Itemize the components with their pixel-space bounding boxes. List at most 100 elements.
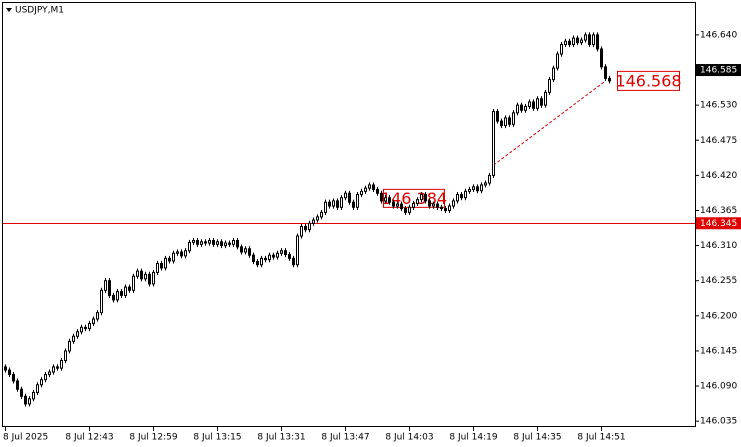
candle-body — [552, 67, 555, 81]
candle-body — [496, 111, 499, 122]
candle-body — [184, 250, 187, 257]
y-tick-label: 146.640 — [700, 30, 737, 40]
candle-body — [188, 241, 191, 252]
candle-body — [320, 211, 323, 218]
candle-body — [196, 239, 199, 245]
candle-body — [408, 206, 411, 213]
candle-body — [280, 250, 283, 254]
candle-body — [480, 184, 483, 192]
candle-body — [432, 203, 435, 207]
candle-body — [540, 98, 543, 106]
candle-body — [436, 203, 439, 208]
plot-frame — [2, 2, 696, 427]
candle-body — [356, 194, 359, 208]
candle-body — [24, 395, 27, 405]
candle-body — [396, 203, 399, 207]
y-tick-label: 146.420 — [700, 171, 737, 181]
candle-body — [160, 262, 163, 269]
candle-body — [508, 117, 511, 125]
candle-body — [324, 201, 327, 213]
candle-body — [192, 239, 195, 243]
candle-body — [104, 280, 107, 291]
candle-body — [504, 117, 507, 127]
candle-body — [376, 188, 379, 194]
x-tick-label: 8 Jul 14:19 — [449, 433, 498, 443]
candle-body — [532, 101, 535, 109]
candle-body — [220, 241, 223, 247]
candle-body — [72, 335, 75, 342]
y-tick-label: 146.090 — [700, 382, 737, 392]
candle-body — [592, 34, 595, 45]
x-tick-label: 8 Jul 12:43 — [65, 433, 113, 443]
candle-body — [428, 200, 431, 207]
trend-label: 146.568 — [615, 71, 681, 90]
candle-body — [296, 235, 299, 266]
y-tick-label: 146.035 — [700, 417, 737, 427]
candle-body — [64, 350, 67, 362]
candle-body — [600, 48, 603, 68]
candle-body — [204, 241, 207, 244]
candle-body — [248, 248, 251, 256]
candle-body — [360, 190, 363, 196]
x-tick-label: 8 Jul 13:15 — [193, 433, 241, 443]
candle-body — [112, 294, 115, 301]
trend-label-box — [617, 70, 680, 91]
candle-body — [520, 104, 523, 111]
y-tick-label: 146.145 — [700, 346, 737, 356]
candle-body — [484, 182, 487, 186]
candle-body — [228, 242, 231, 245]
candle-body — [492, 111, 495, 176]
bid-label: 146.585 — [700, 66, 737, 76]
chart-title: USDJPY,M1 — [15, 6, 64, 16]
candle-body — [116, 291, 119, 301]
candle-body — [56, 366, 59, 369]
candle-body — [12, 374, 15, 382]
candle-body — [336, 200, 339, 208]
candle-body — [256, 261, 259, 266]
candle-body — [52, 366, 55, 373]
candle-body — [472, 186, 475, 190]
candle-body — [344, 192, 347, 199]
y-tick-label: 146.200 — [700, 311, 737, 321]
candle-body — [312, 219, 315, 224]
x-tick-label: 8 Jul 2025 — [3, 433, 48, 443]
candle-body — [68, 340, 71, 352]
candle-body — [284, 250, 287, 256]
candle-body — [452, 200, 455, 207]
candle-body — [176, 251, 179, 254]
candle-body — [156, 262, 159, 273]
candle-body — [288, 254, 291, 259]
candle-body — [212, 239, 215, 245]
candle-body — [404, 208, 407, 213]
candle-body — [488, 174, 491, 184]
candle-body — [40, 379, 43, 386]
candle-body — [32, 391, 35, 400]
candle-body — [544, 91, 547, 106]
candle-body — [80, 326, 83, 333]
candle-body — [380, 192, 383, 202]
candle-body — [152, 271, 155, 285]
candle-body — [524, 105, 527, 111]
candle-body — [200, 241, 203, 245]
candle-body — [140, 270, 143, 280]
candle-body — [60, 360, 63, 369]
candle-body — [20, 388, 23, 397]
candle-body — [500, 120, 503, 127]
candle-body — [44, 374, 47, 381]
candle-body — [444, 208, 447, 211]
x-tick-label: 8 Jul 12:59 — [129, 433, 178, 443]
candle-body — [572, 37, 575, 45]
candle-body — [260, 257, 263, 266]
y-tick-label: 146.530 — [700, 101, 737, 111]
candle-body — [536, 98, 539, 109]
x-tick-label: 8 Jul 14:51 — [577, 433, 625, 443]
candle-body — [244, 248, 247, 253]
candle-body — [120, 291, 123, 296]
candle-body — [468, 188, 471, 192]
y-tick-label: 146.475 — [700, 136, 737, 146]
candle-body — [264, 257, 267, 261]
candle-body — [400, 203, 403, 210]
candle-body — [4, 366, 7, 371]
